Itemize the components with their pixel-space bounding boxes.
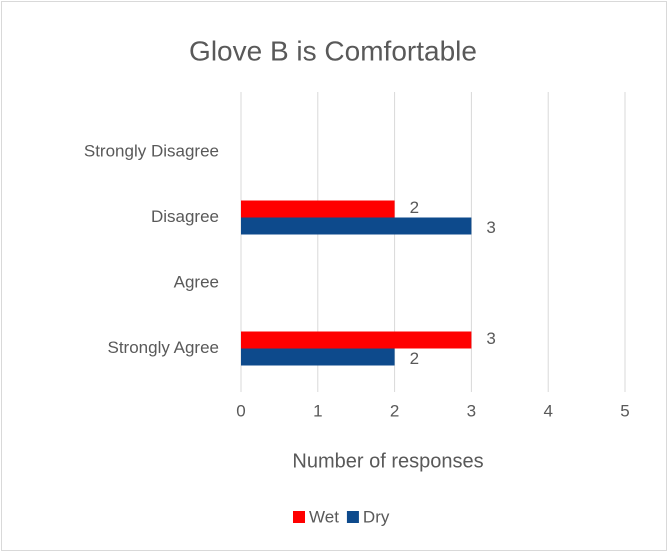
data-label: 2 <box>410 198 419 217</box>
bar <box>241 348 395 366</box>
data-label: 2 <box>410 349 419 368</box>
x-tick-label: 5 <box>620 401 629 420</box>
y-tick-label: Disagree <box>151 207 219 226</box>
y-tick-label: Strongly Disagree <box>84 141 219 160</box>
x-tick-label: 3 <box>467 401 476 420</box>
data-label: 3 <box>486 218 495 237</box>
legend-swatch <box>293 511 305 523</box>
legend-swatch <box>346 511 359 523</box>
x-tick-label: 0 <box>236 401 245 420</box>
x-tick-label: 2 <box>390 401 399 420</box>
bar <box>241 200 395 218</box>
x-axis-title: Number of responses <box>292 450 483 472</box>
chart-title: Glove B is Comfortable <box>189 35 477 66</box>
x-tick-label: 4 <box>543 401 552 420</box>
x-tick-label: 1 <box>313 401 322 420</box>
y-tick-label: Strongly Agree <box>107 338 219 357</box>
bar <box>241 217 472 235</box>
bar <box>241 331 472 349</box>
data-label: 3 <box>486 329 495 348</box>
y-tick-label: Agree <box>174 272 219 291</box>
legend-label: Dry <box>363 507 390 526</box>
legend-label: Wet <box>309 507 339 526</box>
